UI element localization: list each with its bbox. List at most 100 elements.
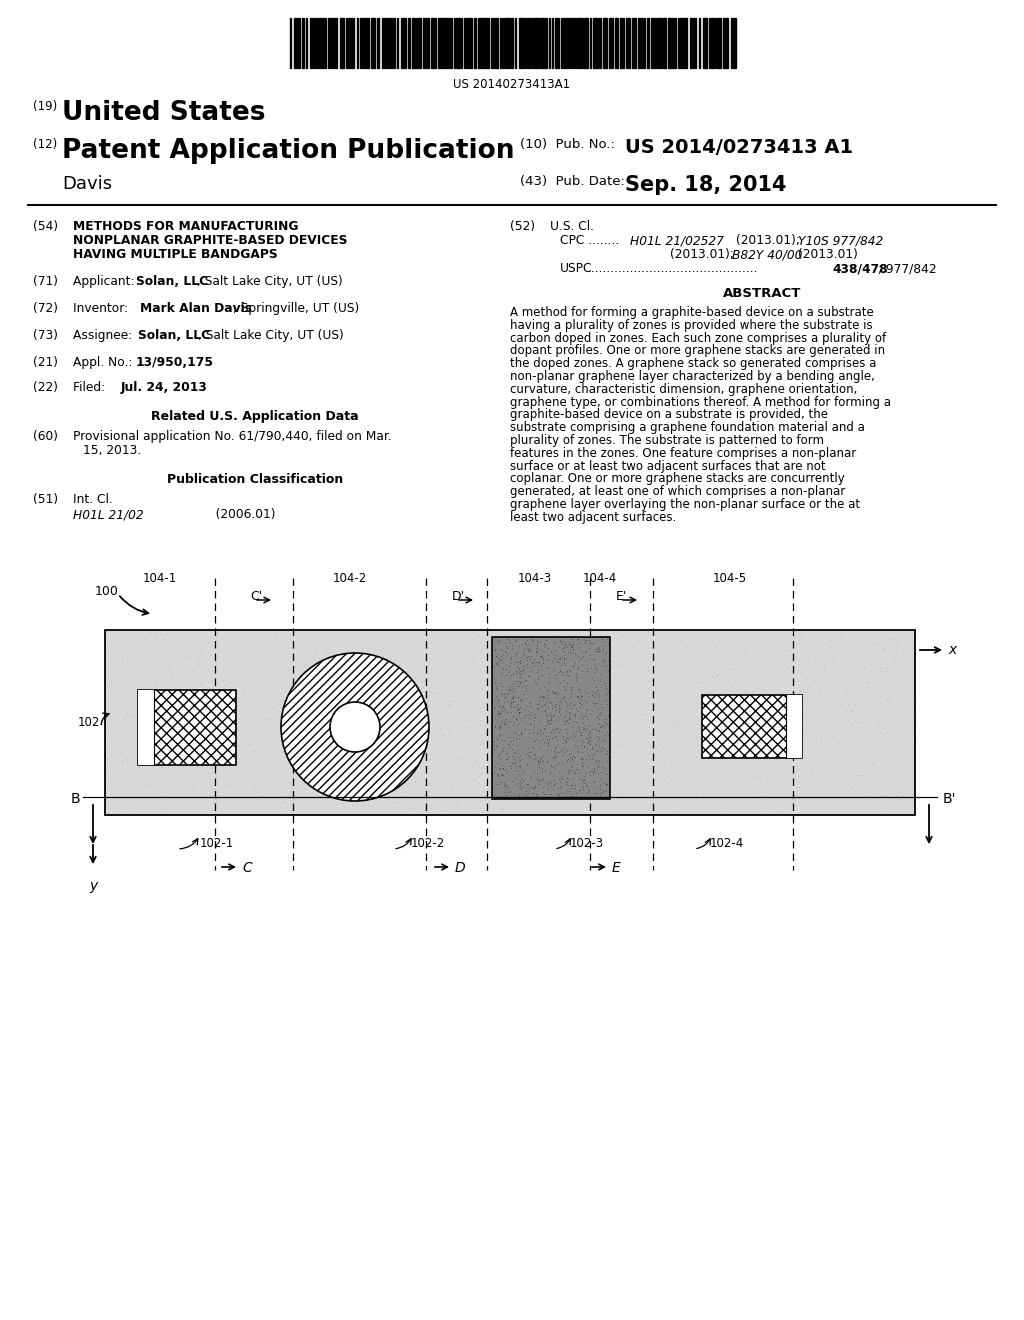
Point xyxy=(156,693,172,714)
Point xyxy=(736,638,753,659)
Point xyxy=(161,660,177,681)
Point xyxy=(147,763,164,784)
Point xyxy=(818,656,835,677)
Point xyxy=(206,672,222,693)
Point xyxy=(513,722,529,743)
Point xyxy=(564,656,581,677)
Point xyxy=(753,800,769,821)
Point xyxy=(521,692,538,713)
Point xyxy=(358,640,375,661)
Point xyxy=(313,766,330,787)
Point xyxy=(594,626,610,647)
Point xyxy=(287,656,303,677)
Point xyxy=(153,731,169,752)
Point xyxy=(328,705,344,726)
Point xyxy=(306,719,323,741)
Point xyxy=(442,668,459,689)
Point xyxy=(565,693,582,714)
Point xyxy=(860,789,877,810)
Point xyxy=(584,631,600,652)
Point xyxy=(681,643,697,664)
Point xyxy=(395,735,412,756)
Point xyxy=(519,645,536,667)
Point xyxy=(586,682,602,704)
Point xyxy=(270,661,287,682)
Point xyxy=(131,739,147,760)
Point xyxy=(239,655,255,676)
Point xyxy=(538,776,554,797)
Point xyxy=(667,693,683,714)
Point xyxy=(205,701,221,722)
Point xyxy=(571,681,588,702)
Point xyxy=(321,758,337,779)
Point xyxy=(599,682,615,704)
Point xyxy=(586,742,602,763)
Point xyxy=(786,785,803,807)
Point xyxy=(600,656,616,677)
Point xyxy=(112,777,128,799)
Point xyxy=(295,744,311,766)
Point xyxy=(142,735,159,756)
Point xyxy=(600,672,616,693)
Point xyxy=(769,694,785,715)
Point xyxy=(708,770,724,791)
Point xyxy=(790,642,806,663)
Point xyxy=(585,693,601,714)
Point xyxy=(828,723,845,744)
Point xyxy=(596,634,612,655)
Point xyxy=(597,688,613,709)
Point xyxy=(511,776,527,797)
Point xyxy=(797,711,813,733)
Point xyxy=(550,734,566,755)
Point xyxy=(891,657,907,678)
Point xyxy=(490,774,507,795)
Point xyxy=(544,628,560,649)
Point xyxy=(509,656,525,677)
Point xyxy=(700,770,717,791)
Point xyxy=(498,647,514,668)
Point xyxy=(778,708,795,729)
Point xyxy=(564,631,581,652)
Point xyxy=(814,632,830,653)
Point xyxy=(468,682,484,704)
Point xyxy=(507,771,523,792)
Point xyxy=(657,671,674,692)
Point xyxy=(596,649,612,671)
Point xyxy=(212,702,228,723)
Point xyxy=(593,715,609,737)
Point xyxy=(512,652,528,673)
Point xyxy=(508,729,524,750)
Point xyxy=(528,785,545,807)
Point xyxy=(509,667,525,688)
Point xyxy=(182,795,199,816)
Point xyxy=(594,777,610,799)
Point xyxy=(282,700,298,721)
Point xyxy=(817,677,834,698)
Point xyxy=(346,649,362,671)
Point xyxy=(648,744,665,766)
Point xyxy=(528,661,545,682)
Point xyxy=(562,628,579,649)
Point xyxy=(596,652,612,673)
Point xyxy=(862,660,879,681)
Point xyxy=(315,639,332,660)
Point xyxy=(501,631,517,652)
Point xyxy=(541,667,557,688)
Point xyxy=(825,630,842,651)
Point xyxy=(509,661,525,682)
Point xyxy=(195,692,211,713)
Point xyxy=(585,744,601,766)
Point xyxy=(572,743,589,764)
Point xyxy=(613,655,630,676)
Point xyxy=(761,777,777,799)
Point xyxy=(566,726,583,747)
Point xyxy=(593,741,609,762)
Point xyxy=(588,705,604,726)
Point xyxy=(314,642,331,663)
Point xyxy=(522,747,539,768)
Point xyxy=(581,780,597,801)
Point xyxy=(161,795,177,816)
Point xyxy=(781,750,798,771)
Point xyxy=(767,694,783,715)
Text: (21): (21) xyxy=(33,356,58,370)
